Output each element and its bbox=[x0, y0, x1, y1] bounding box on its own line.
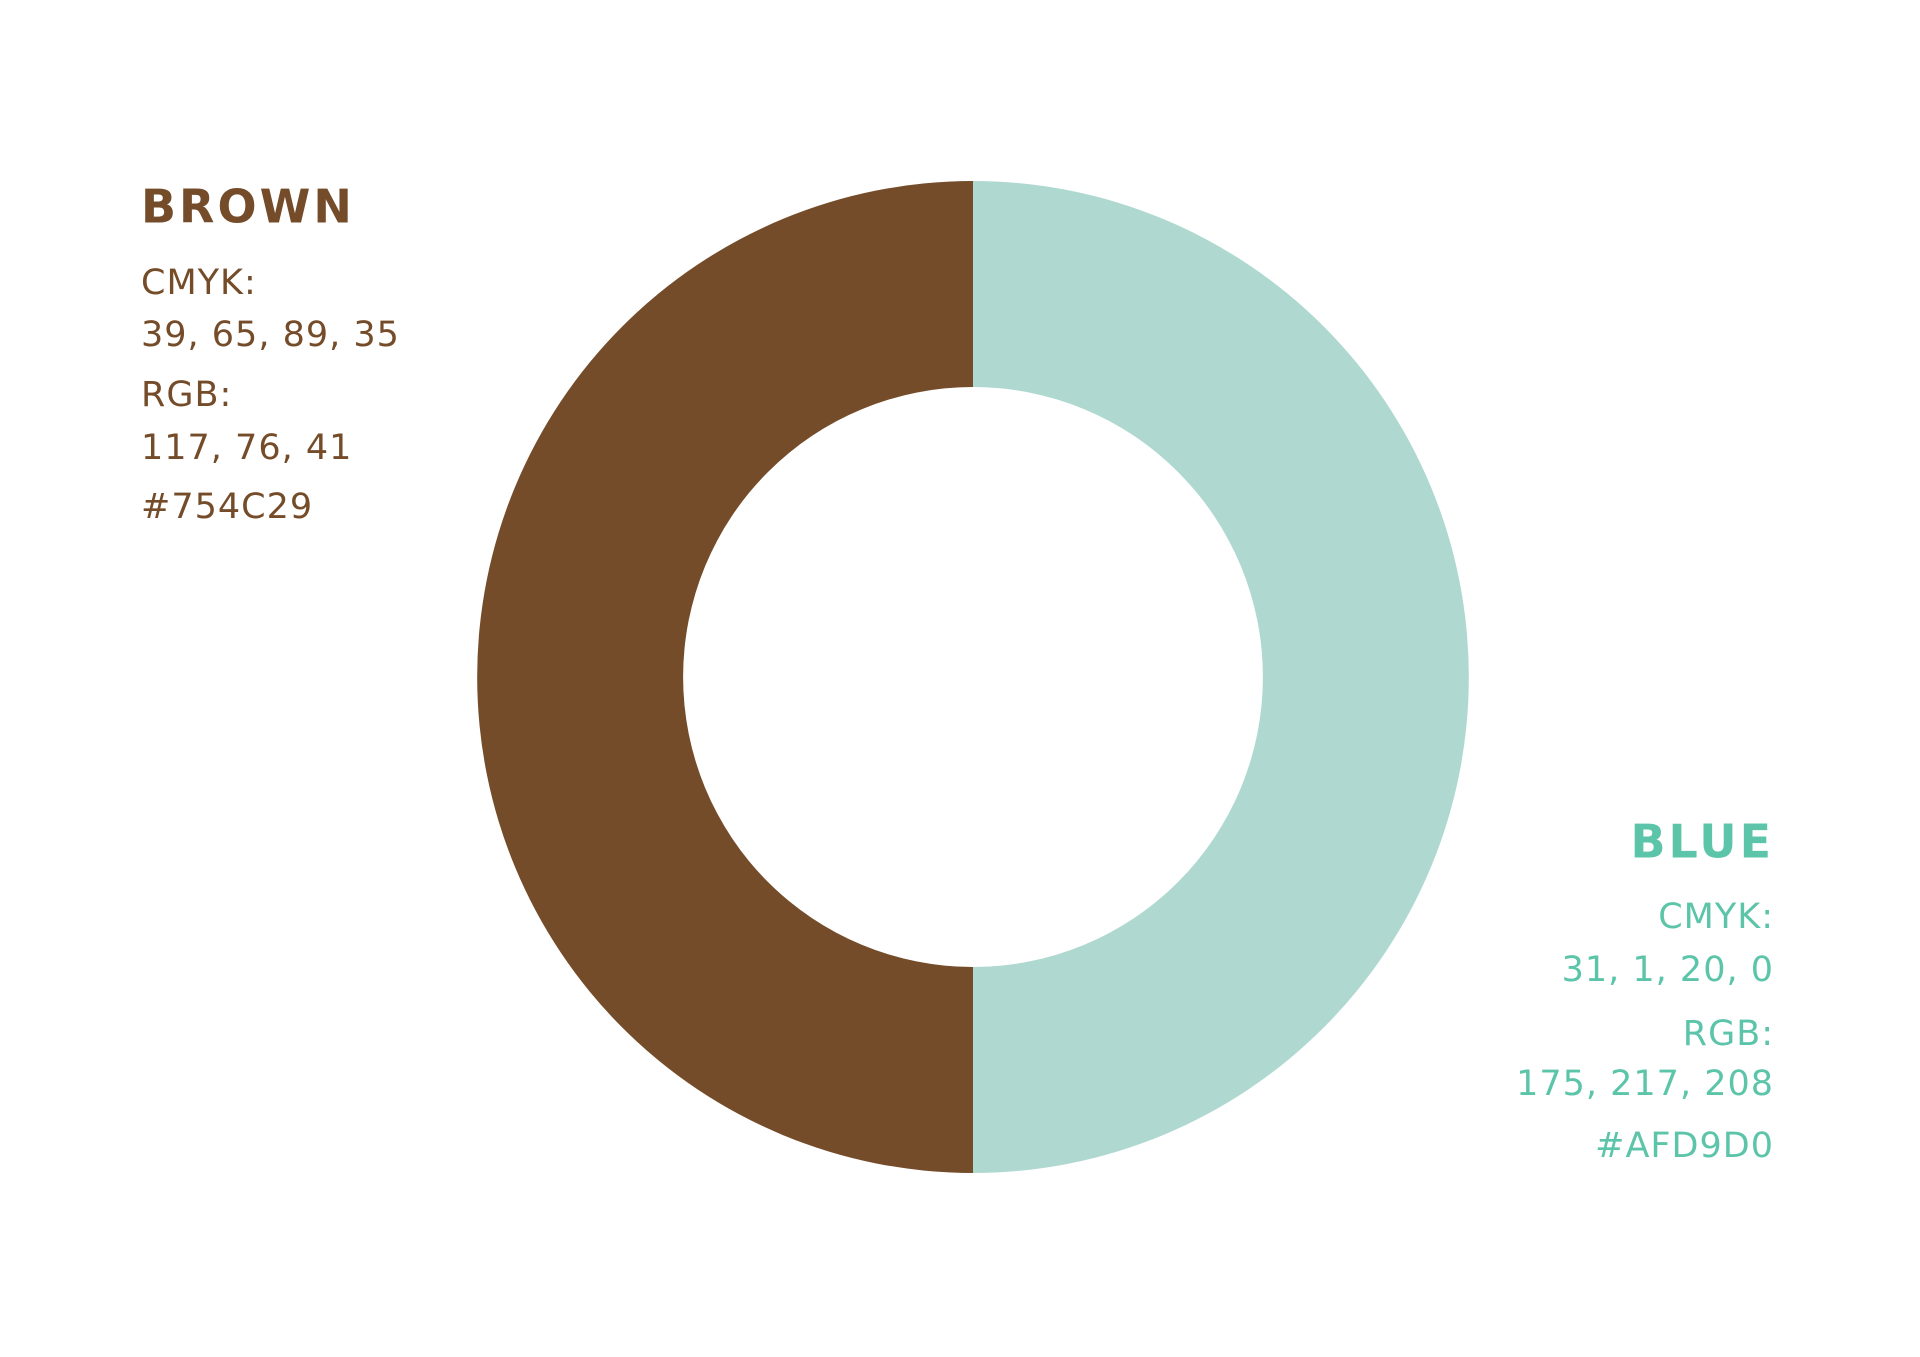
color-name: BROWN bbox=[141, 180, 355, 234]
rgb-label: RGB: bbox=[141, 375, 232, 415]
cmyk-value: 39, 65, 89, 35 bbox=[141, 315, 400, 355]
hex-value: #754C29 bbox=[141, 487, 313, 527]
rgb-value: 175, 217, 208 bbox=[1516, 1064, 1774, 1104]
cmyk-label: CMYK: bbox=[141, 263, 257, 303]
hex-value: #AFD9D0 bbox=[1595, 1126, 1774, 1166]
blue-info: BLUE CMYK: 31, 1, 20, 0 RGB: 175, 217, 2… bbox=[1516, 815, 1774, 1167]
cmyk-label: CMYK: bbox=[1658, 897, 1774, 937]
donut-half bbox=[477, 181, 973, 1173]
rgb-label: RGB: bbox=[1683, 1014, 1774, 1054]
rgb-value: 117, 76, 41 bbox=[141, 428, 352, 468]
brown-info: BROWN CMYK: 39, 65, 89, 35 RGB: 117, 76,… bbox=[141, 180, 400, 528]
color-name: BLUE bbox=[1630, 815, 1774, 869]
cmyk-value: 31, 1, 20, 0 bbox=[1562, 950, 1774, 990]
donut-half bbox=[973, 181, 1469, 1173]
